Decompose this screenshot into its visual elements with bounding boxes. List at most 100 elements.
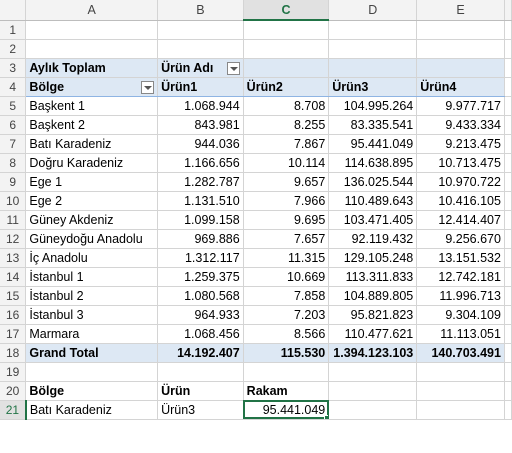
pivot-value-cell[interactable]: 10.114 <box>243 153 330 173</box>
row-header-2[interactable]: 2 <box>0 39 27 59</box>
pivot-region-label[interactable]: Güneydoğu Anadolu <box>25 229 159 249</box>
row-header-17[interactable]: 17 <box>0 324 27 344</box>
pivot-value-cell[interactable]: 12.742.181 <box>416 267 505 287</box>
pivot-product-header[interactable]: Ürün4 <box>416 77 505 97</box>
pivot-value-cell[interactable]: 9.433.334 <box>416 115 505 135</box>
row-header-20[interactable]: 20 <box>0 381 27 401</box>
pivot-value-cell[interactable]: 83.335.541 <box>328 115 418 135</box>
row-header-6[interactable]: 6 <box>0 115 27 135</box>
pivot-region-label[interactable]: İstanbul 2 <box>25 286 159 306</box>
cell[interactable] <box>416 58 505 78</box>
pivot-value-cell[interactable]: 11.996.713 <box>416 286 505 306</box>
pivot-region-label[interactable]: Başkent 2 <box>25 115 159 135</box>
pivot-value-cell[interactable]: 9.657 <box>243 172 330 192</box>
cell[interactable] <box>243 39 330 59</box>
pivot-value-cell[interactable]: 1.131.510 <box>157 191 244 211</box>
pivot-value-cell[interactable]: 10.669 <box>243 267 330 287</box>
cell[interactable] <box>157 362 244 382</box>
cell[interactable] <box>328 58 418 78</box>
grand-total-value[interactable]: 1.394.123.103 <box>328 342 418 363</box>
pivot-value-cell[interactable]: 1.282.787 <box>157 172 244 192</box>
grand-total-label[interactable]: Grand Total <box>25 342 159 363</box>
pivot-value-cell[interactable]: 1.068.456 <box>157 324 244 344</box>
cell[interactable] <box>157 20 244 40</box>
pivot-value-cell[interactable]: 95.441.049 <box>328 134 418 154</box>
pivot-value-cell[interactable]: 944.036 <box>157 134 244 154</box>
pivot-value-cell[interactable]: 136.025.544 <box>328 172 418 192</box>
pivot-region-label[interactable]: Başkent 1 <box>25 96 159 116</box>
pivot-value-cell[interactable]: 92.119.432 <box>328 229 418 249</box>
row-header-11[interactable]: 11 <box>0 210 27 230</box>
column-header-B[interactable]: B <box>157 0 244 21</box>
row-header-18[interactable]: 18 <box>0 343 27 363</box>
cell[interactable] <box>25 39 159 59</box>
pivot-product-header[interactable]: Ürün1 <box>157 77 244 97</box>
cell[interactable] <box>25 362 159 382</box>
row-header-7[interactable]: 7 <box>0 134 27 154</box>
pivot-value-cell[interactable]: 7.203 <box>243 305 330 325</box>
pivot-row-field[interactable]: Bölge <box>25 77 159 97</box>
column-header-A[interactable]: A <box>25 0 159 21</box>
filter-dropdown-icon[interactable] <box>141 80 155 94</box>
row-header-16[interactable]: 16 <box>0 305 27 325</box>
pivot-value-cell[interactable]: 9.977.717 <box>416 96 505 116</box>
pivot-value-cell[interactable]: 9.695 <box>243 210 330 230</box>
pivot-region-label[interactable]: İstanbul 3 <box>25 305 159 325</box>
lookup-header[interactable]: Bölge <box>25 381 159 401</box>
filter-dropdown-icon[interactable] <box>226 61 240 75</box>
pivot-value-cell[interactable]: 8.255 <box>243 115 330 135</box>
row-header-8[interactable]: 8 <box>0 153 27 173</box>
pivot-value-cell[interactable]: 7.858 <box>243 286 330 306</box>
pivot-value-cell[interactable]: 964.933 <box>157 305 244 325</box>
pivot-value-cell[interactable]: 1.259.375 <box>157 267 244 287</box>
grand-total-value[interactable]: 14.192.407 <box>157 342 244 363</box>
pivot-value-cell[interactable]: 95.821.823 <box>328 305 418 325</box>
column-header-D[interactable]: D <box>328 0 418 21</box>
lookup-region-value[interactable]: Batı Karadeniz <box>25 400 159 420</box>
pivot-value-cell[interactable]: 843.981 <box>157 115 244 135</box>
row-header-19[interactable]: 19 <box>0 362 27 382</box>
cell[interactable] <box>243 58 330 78</box>
pivot-region-label[interactable]: Ege 2 <box>25 191 159 211</box>
cell[interactable] <box>416 400 505 420</box>
pivot-value-cell[interactable]: 11.315 <box>243 248 330 268</box>
pivot-value-cell[interactable]: 10.970.722 <box>416 172 505 192</box>
row-header-4[interactable]: 4 <box>0 77 27 97</box>
cell[interactable] <box>243 362 330 382</box>
row-header-12[interactable]: 12 <box>0 229 27 249</box>
cell[interactable] <box>243 20 330 40</box>
pivot-value-cell[interactable]: 12.414.407 <box>416 210 505 230</box>
pivot-value-cell[interactable]: 104.995.264 <box>328 96 418 116</box>
pivot-value-cell[interactable]: 110.477.621 <box>328 324 418 344</box>
pivot-value-cell[interactable]: 9.213.475 <box>416 134 505 154</box>
cell[interactable] <box>416 362 505 382</box>
cell[interactable] <box>328 362 418 382</box>
pivot-value-cell[interactable]: 7.657 <box>243 229 330 249</box>
row-header-1[interactable]: 1 <box>0 20 27 40</box>
pivot-region-label[interactable]: Doğru Karadeniz <box>25 153 159 173</box>
row-header-14[interactable]: 14 <box>0 267 27 287</box>
row-header-3[interactable]: 3 <box>0 58 27 78</box>
pivot-value-cell[interactable]: 104.889.805 <box>328 286 418 306</box>
pivot-region-label[interactable]: Güney Akdeniz <box>25 210 159 230</box>
fill-handle[interactable] <box>324 414 328 418</box>
cell[interactable] <box>328 20 418 40</box>
pivot-region-label[interactable]: İç Anadolu <box>25 248 159 268</box>
pivot-value-cell[interactable]: 1.312.117 <box>157 248 244 268</box>
pivot-value-cell[interactable]: 7.966 <box>243 191 330 211</box>
pivot-value-cell[interactable]: 10.713.475 <box>416 153 505 173</box>
pivot-value-cell[interactable]: 9.304.109 <box>416 305 505 325</box>
pivot-value-cell[interactable]: 103.471.405 <box>328 210 418 230</box>
pivot-value-cell[interactable]: 129.105.248 <box>328 248 418 268</box>
pivot-value-cell[interactable]: 114.638.895 <box>328 153 418 173</box>
select-all-corner[interactable] <box>0 0 27 21</box>
pivot-value-cell[interactable]: 1.099.158 <box>157 210 244 230</box>
pivot-product-header[interactable]: Ürün2 <box>243 77 330 97</box>
column-header-C[interactable]: C <box>243 0 330 21</box>
row-header-10[interactable]: 10 <box>0 191 27 211</box>
row-header-21[interactable]: 21 <box>0 400 27 420</box>
cell[interactable] <box>416 39 505 59</box>
pivot-value-cell[interactable]: 1.080.568 <box>157 286 244 306</box>
row-header-5[interactable]: 5 <box>0 96 27 116</box>
cell[interactable] <box>328 381 418 401</box>
